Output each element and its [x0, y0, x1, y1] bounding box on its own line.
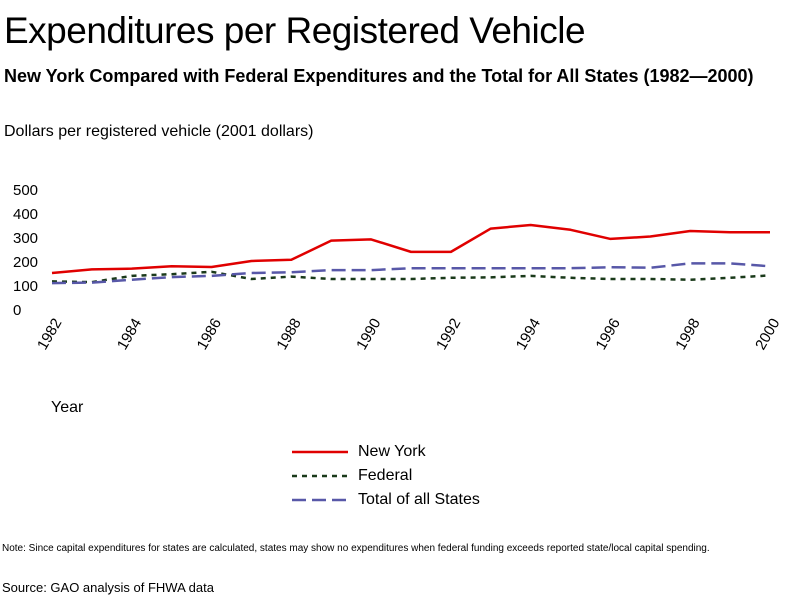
x-tick-label: 1994	[513, 316, 544, 353]
chart-title: Expenditures per Registered Vehicle	[4, 10, 586, 51]
series-line-federal	[51, 270, 771, 284]
legend-swatch-new-york	[292, 450, 348, 454]
line-chart: 0 100 200 300 400 500 1982 1984 1986 1988 1990 1992…	[13, 182, 783, 353]
x-tick-label: 1986	[194, 316, 225, 353]
source-note: Source: GAO analysis of FHWA data	[2, 580, 214, 595]
y-tick-label: 0	[13, 302, 21, 319]
x-tick-label: 1992	[433, 316, 464, 353]
x-axis-label: Year	[51, 399, 84, 416]
x-tick-label: 2000	[752, 316, 783, 353]
y-axis-label: Dollars per registered vehicle (2001 dol…	[4, 123, 314, 140]
legend-item-total-of-all-states: Total of all States	[292, 488, 480, 512]
legend-swatch-federal	[292, 474, 348, 478]
legend-item-federal: Federal	[292, 464, 480, 488]
legend: New York Federal Total of all States	[292, 440, 480, 512]
legend-label-federal: Federal	[358, 467, 413, 484]
legend-label-total-of-all-states: Total of all States	[358, 491, 480, 508]
x-tick-label: 1988	[273, 316, 304, 353]
x-tick-label: 1998	[672, 316, 703, 353]
series-line-new-york	[51, 223, 770, 275]
chart-subtitle: New York Compared with Federal Expenditu…	[4, 66, 754, 86]
legend-item-new-york: New York	[292, 440, 480, 464]
y-tick-label: 100	[13, 278, 38, 295]
y-tick-label: 200	[13, 254, 38, 271]
x-tick-label: 1982	[34, 316, 65, 353]
y-tick-label: 500	[13, 182, 38, 199]
y-tick-label: 300	[13, 230, 38, 247]
footnote: Note: Since capital expenditures for sta…	[2, 543, 710, 554]
x-tick-label: 1984	[114, 316, 145, 353]
legend-swatch-total-of-all-states	[292, 498, 348, 502]
x-tick-label: 1996	[592, 316, 623, 353]
legend-label-new-york: New York	[358, 443, 426, 460]
x-tick-label: 1990	[353, 316, 384, 353]
y-tick-label: 400	[13, 206, 38, 223]
